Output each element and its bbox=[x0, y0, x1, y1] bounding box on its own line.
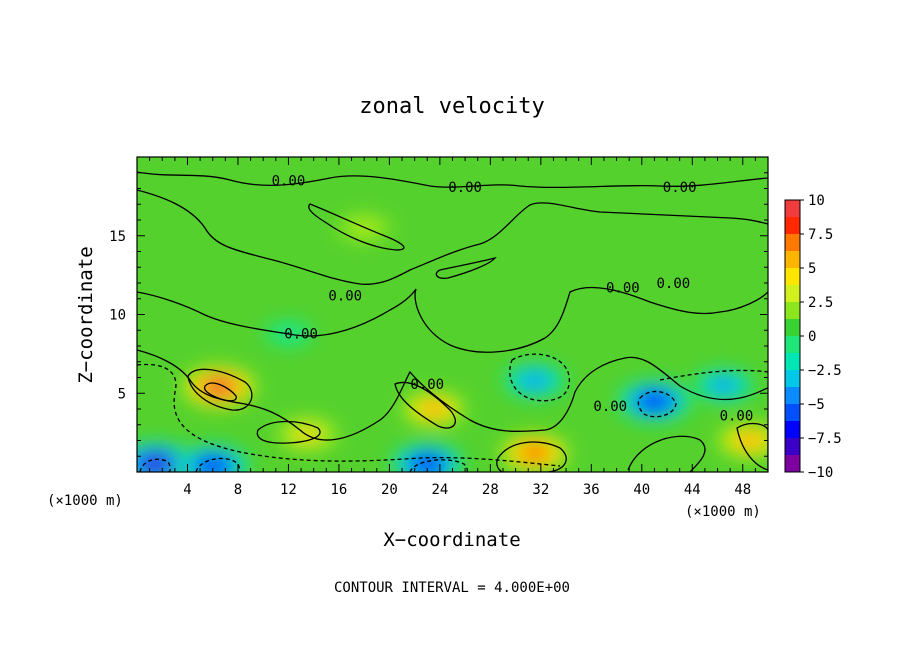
colorbar-label: −5 bbox=[808, 397, 825, 413]
colorbar-label: 2.5 bbox=[808, 295, 833, 311]
contour-label: 0.00 bbox=[328, 289, 362, 305]
contour-label: 0.00 bbox=[410, 377, 444, 393]
contour-line bbox=[509, 353, 570, 402]
y-tick-label: 15 bbox=[109, 229, 126, 245]
colorbar-label: 10 bbox=[808, 193, 825, 209]
contour-label: 0.00 bbox=[284, 326, 318, 342]
field-blob bbox=[524, 375, 545, 386]
field-blob bbox=[201, 459, 224, 472]
field-blob bbox=[739, 434, 760, 447]
contour-label: 0.00 bbox=[656, 276, 690, 292]
contour-line bbox=[137, 349, 768, 441]
contour-line bbox=[637, 390, 677, 418]
x-unit-left: (×1000 m) bbox=[47, 493, 123, 509]
contour-line bbox=[736, 422, 768, 471]
colorbar-swatch bbox=[785, 387, 800, 404]
contour-label: 0.00 bbox=[593, 399, 627, 415]
contour-line bbox=[659, 369, 768, 381]
x-axis-label: X−coordinate bbox=[383, 529, 520, 551]
zero-contours bbox=[137, 171, 768, 472]
x-tick-label: 20 bbox=[381, 482, 398, 498]
colorbar-swatch bbox=[785, 438, 800, 455]
x-tick-label: 40 bbox=[633, 482, 650, 498]
contour-label: 0.00 bbox=[606, 281, 640, 297]
contour-line bbox=[187, 368, 253, 411]
x-axis: 4 8 12 16 20 24 28 32 36 40 44 48 bbox=[136, 157, 769, 498]
contour-label: 0.00 bbox=[720, 408, 754, 424]
field-blob bbox=[415, 457, 439, 471]
contour-interval-note: CONTOUR INTERVAL = 4.000E+00 bbox=[334, 580, 570, 596]
field-blob bbox=[207, 380, 231, 394]
colorbar-swatch bbox=[785, 200, 800, 217]
colorbar-swatch bbox=[785, 421, 800, 438]
contour-line bbox=[394, 381, 456, 429]
plot-background bbox=[137, 157, 768, 472]
velocity-field bbox=[137, 213, 768, 472]
field-blob bbox=[643, 394, 666, 408]
contour-line bbox=[627, 435, 706, 472]
colorbar-label: 5 bbox=[808, 261, 816, 277]
colorbar-swatch bbox=[785, 319, 800, 336]
contour-label: 0.00 bbox=[272, 174, 306, 190]
colorbar-swatch bbox=[785, 268, 800, 285]
colorbar-swatch bbox=[785, 251, 800, 268]
contour-line bbox=[203, 382, 237, 402]
field-blob bbox=[423, 403, 444, 415]
colorbar-label: 0 bbox=[808, 329, 816, 345]
colorbar-swatch bbox=[785, 370, 800, 387]
colorbar-swatch bbox=[785, 404, 800, 421]
colorbar-swatch bbox=[785, 234, 800, 251]
colorbar: 10 7.5 5 2.5 0 −2.5 −5 −7.5 −10 bbox=[784, 193, 842, 481]
contour-line bbox=[137, 286, 768, 353]
plot-area: 0.00 0.00 0.00 0.00 0.00 0.00 0.00 0.00 0.00 0.00 bbox=[136, 156, 769, 473]
contour-line bbox=[308, 203, 405, 251]
x-tick-label: 16 bbox=[330, 482, 347, 498]
x-tick-label: 12 bbox=[280, 482, 297, 498]
contour-line bbox=[435, 256, 497, 280]
colorbar-swatch bbox=[785, 302, 800, 319]
x-tick-label: 32 bbox=[532, 482, 549, 498]
contour-line bbox=[409, 459, 468, 472]
contour-label: 0.00 bbox=[448, 180, 482, 196]
field-blob bbox=[523, 447, 546, 460]
contour-line bbox=[137, 171, 768, 189]
contour-labels: 0.00 0.00 0.00 0.00 0.00 0.00 0.00 0.00 0.00 0.00 bbox=[272, 174, 754, 425]
contour-line bbox=[496, 441, 567, 472]
y-tick-label: 10 bbox=[109, 308, 126, 324]
contour-line bbox=[256, 420, 321, 444]
colorbar-label: −10 bbox=[808, 465, 833, 481]
y-tick-label: 5 bbox=[118, 386, 126, 402]
contour-label: 0.00 bbox=[663, 180, 697, 196]
colorbar-label: −7.5 bbox=[808, 431, 842, 447]
colorbar-swatch bbox=[785, 353, 800, 370]
contour-line bbox=[137, 363, 561, 467]
x-tick-label: 4 bbox=[183, 482, 191, 498]
y-axis: 5 10 15 bbox=[109, 156, 768, 473]
x-unit-right: (×1000 m) bbox=[685, 504, 761, 520]
chart-title: zonal velocity bbox=[359, 94, 544, 119]
colorbar-swatch bbox=[785, 217, 800, 234]
colorbar-swatch bbox=[785, 285, 800, 302]
x-tick-label: 36 bbox=[583, 482, 600, 498]
x-tick-label: 44 bbox=[684, 482, 701, 498]
contour-line bbox=[137, 189, 768, 285]
field-blob bbox=[714, 380, 734, 391]
colorbar-swatch bbox=[785, 336, 800, 353]
colorbar-label: −2.5 bbox=[808, 363, 842, 379]
x-tick-label: 28 bbox=[482, 482, 499, 498]
colorbar-swatch bbox=[785, 455, 800, 472]
x-tick-label: 8 bbox=[234, 482, 242, 498]
x-tick-label: 24 bbox=[431, 482, 448, 498]
contour-line bbox=[139, 458, 171, 472]
colorbar-label: 7.5 bbox=[808, 227, 833, 243]
x-tick-label: 48 bbox=[734, 482, 751, 498]
y-axis-label: Z−coordinate bbox=[75, 246, 97, 383]
